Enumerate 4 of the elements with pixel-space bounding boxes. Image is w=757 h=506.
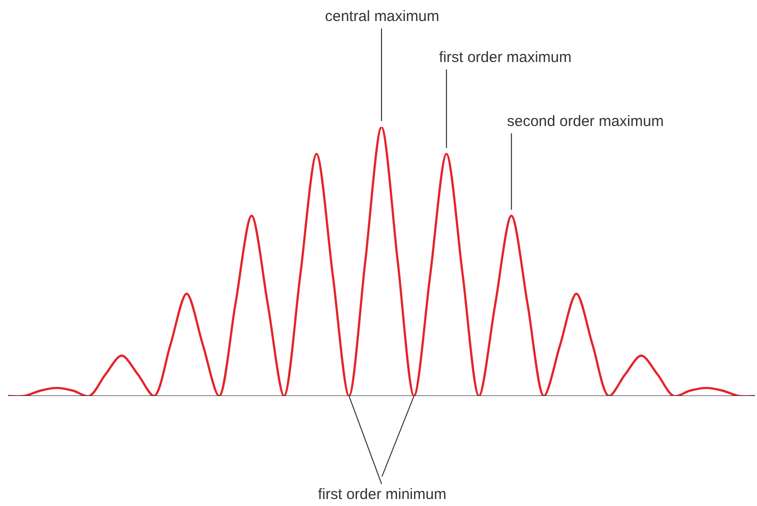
text: first order minimum [318, 486, 446, 503]
text: central maximum [325, 8, 440, 25]
text: first order maximum [439, 49, 572, 66]
annotation: second order maximum [507, 113, 664, 130]
